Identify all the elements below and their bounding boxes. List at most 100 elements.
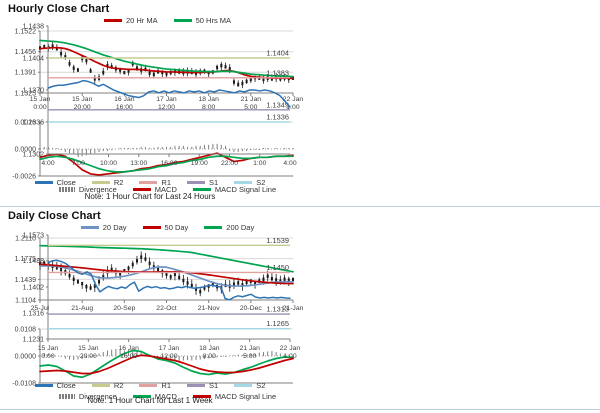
- svg-text:5:00: 5:00: [243, 353, 256, 360]
- svg-text:16:00: 16:00: [120, 353, 137, 360]
- line-swatch: [132, 395, 151, 398]
- line-swatch: [139, 384, 158, 387]
- line-swatch: [132, 188, 151, 191]
- line-swatch: [34, 181, 53, 184]
- divergence-bars-swatch: [58, 187, 75, 192]
- svg-text:1.1383: 1.1383: [266, 68, 289, 77]
- line-swatch: [34, 384, 53, 387]
- svg-text:8:00: 8:00: [202, 104, 215, 111]
- legend-label: S1: [209, 178, 219, 187]
- legend-label: 50 Hrs MA: [195, 16, 232, 25]
- legend-item: Close: [34, 178, 76, 187]
- svg-text:0.0000: 0.0000: [15, 146, 37, 153]
- legend-label: MACD: [154, 185, 177, 194]
- legend-item: MACD: [132, 392, 177, 401]
- h24-pivot-panel: 1.1438 1.1404 1.1370 1.1336 1.1302 4:00 7:00 10…: [0, 0, 300, 206]
- svg-text:15 Jan: 15 Jan: [30, 96, 51, 103]
- line-swatch: [80, 226, 99, 229]
- legend-item: 200 Day: [204, 223, 254, 232]
- legend-item: MACD: [132, 185, 177, 194]
- svg-text:1.1573: 1.1573: [23, 232, 45, 239]
- svg-text:18 Jan: 18 Jan: [198, 96, 219, 103]
- svg-text:1.2110: 1.2110: [15, 235, 36, 242]
- svg-text:15 Jan: 15 Jan: [78, 345, 99, 352]
- legend-item: 20 Hr MA: [103, 16, 158, 25]
- line-swatch: [91, 384, 110, 387]
- svg-text:1.1439: 1.1439: [15, 277, 37, 284]
- legend-label: S1: [209, 381, 219, 390]
- svg-text:21-Nov: 21-Nov: [198, 305, 221, 312]
- svg-text:1:00: 1:00: [253, 160, 266, 167]
- legend-label: MACD Signal Line: [214, 185, 277, 194]
- svg-text:4:00: 4:00: [283, 160, 296, 167]
- legend-item: MACD Signal Line: [192, 392, 277, 401]
- line-swatch: [91, 181, 110, 184]
- svg-text:21 Jan: 21 Jan: [241, 96, 262, 103]
- legend-label: S2: [256, 178, 266, 187]
- svg-text:1.1316: 1.1316: [23, 311, 45, 318]
- svg-text:1.1313: 1.1313: [266, 305, 289, 314]
- svg-text:1.1104: 1.1104: [15, 297, 36, 304]
- svg-text:18 Jan: 18 Jan: [199, 345, 220, 352]
- week-pivot-panel: 1.1573 1.1488 1.1402 1.1316 1.1231 15 Jan 0:00…: [0, 207, 301, 413]
- svg-text:5:00: 5:00: [244, 104, 257, 111]
- svg-text:0.0026: 0.0026: [15, 119, 37, 126]
- svg-text:8:00: 8:00: [203, 353, 216, 360]
- svg-text:1.1450: 1.1450: [266, 263, 289, 272]
- line-swatch: [234, 384, 253, 387]
- legend-item: Close: [34, 381, 76, 390]
- svg-text:17 Jan: 17 Jan: [159, 345, 180, 352]
- h24-close-chart: 1.1438 1.1404 1.1370 1.1336 1.1302 4:00 7:00 10…: [23, 23, 297, 167]
- svg-text:12:00: 12:00: [158, 104, 175, 111]
- line-swatch: [103, 19, 122, 22]
- svg-text:1.1404: 1.1404: [23, 55, 45, 62]
- line-swatch: [173, 19, 192, 22]
- svg-text:1.1488: 1.1488: [23, 258, 45, 265]
- hourly-chart-title: Hourly Close Chart: [8, 3, 110, 15]
- svg-text:1.1231: 1.1231: [23, 336, 45, 343]
- legend-item: Divergence: [58, 185, 117, 194]
- hourly-close-panel: Hourly Close Chart 20 Hr MA 50 Hrs MA 1.1…: [0, 0, 304, 206]
- h24-legend: Close R2 R1 S1 S2: [20, 178, 280, 187]
- svg-text:0:00: 0:00: [33, 104, 46, 111]
- svg-text:-0.0108: -0.0108: [12, 380, 36, 387]
- svg-text:7:00: 7:00: [72, 160, 85, 167]
- svg-text:22-Oct: 22-Oct: [156, 305, 177, 312]
- legend-label: 200 Day: [226, 223, 255, 232]
- daily-ma-legend: 20 Day 50 Day 200 Day: [40, 223, 295, 232]
- svg-text:13:00: 13:00: [130, 160, 147, 167]
- legend-label: Close: [56, 178, 76, 187]
- legend-item: Divergence: [58, 392, 117, 401]
- svg-text:0.0000: 0.0000: [15, 353, 37, 360]
- line-swatch: [192, 188, 211, 191]
- svg-text:22:00: 22:00: [221, 160, 238, 167]
- svg-text:1.1336: 1.1336: [23, 119, 45, 126]
- svg-text:15 Jan: 15 Jan: [38, 345, 59, 352]
- legend-label: MACD Signal Line: [214, 392, 277, 401]
- line-swatch: [187, 384, 205, 387]
- svg-text:20-Dec: 20-Dec: [240, 305, 263, 312]
- legend-item: MACD Signal Line: [192, 185, 277, 194]
- svg-text:1.1539: 1.1539: [266, 236, 289, 245]
- legend-item: R2: [91, 178, 123, 187]
- svg-text:1.1370: 1.1370: [23, 87, 45, 94]
- week-note: Note: 1 Hour Chart for Last 1 Week: [87, 396, 213, 405]
- divergence-bars-swatch: [58, 394, 75, 399]
- legend-item: 50 Hrs MA: [173, 16, 232, 25]
- svg-text:0:00: 0:00: [41, 353, 54, 360]
- line-swatch: [234, 181, 253, 184]
- svg-text:16:00: 16:00: [160, 160, 177, 167]
- legend-item: 50 Day: [142, 223, 188, 232]
- h24-note: Note: 1 Hour Chart for Last 24 Hours: [84, 192, 216, 201]
- svg-text:12:00: 12:00: [160, 353, 177, 360]
- svg-text:-0.0026: -0.0026: [12, 173, 36, 180]
- svg-text:1.1522: 1.1522: [15, 28, 37, 35]
- svg-text:22 Jan: 22 Jan: [283, 96, 304, 103]
- svg-text:20:00: 20:00: [74, 104, 91, 111]
- legend-item: 20 Day: [80, 223, 127, 232]
- daily-chart-title: Daily Close Chart: [8, 210, 101, 222]
